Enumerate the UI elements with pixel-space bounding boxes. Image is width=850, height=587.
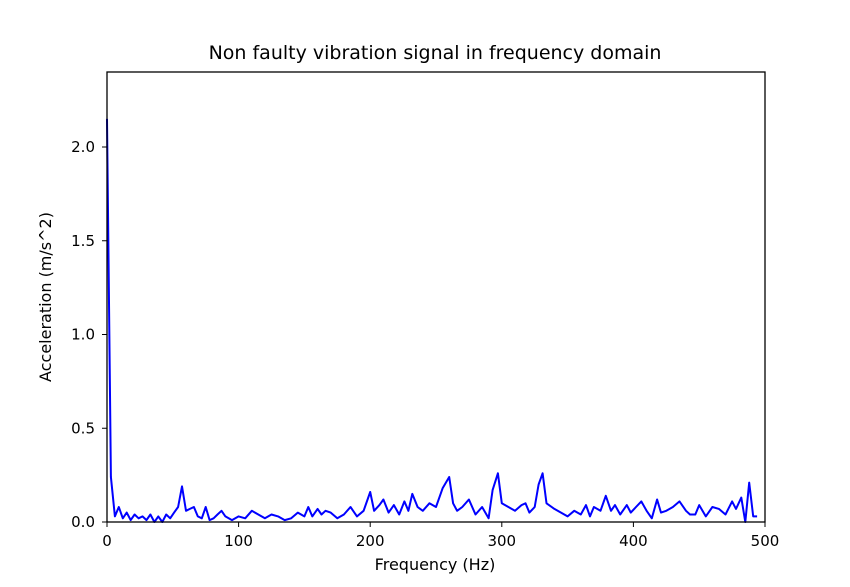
y-tick-label: 2.0 [71, 138, 95, 156]
x-tick-label: 400 [619, 532, 648, 550]
x-tick-label: 300 [487, 532, 516, 550]
x-axis-label: Frequency (Hz) [375, 555, 496, 574]
y-tick-label: 1.5 [71, 232, 95, 250]
x-tick-label: 0 [102, 532, 112, 550]
series-line-0 [106, 118, 758, 523]
plot-frame [106, 71, 766, 523]
chart-title: Non faulty vibration signal in frequency… [209, 42, 662, 64]
x-tick-label: 100 [224, 532, 253, 550]
plot-area [106, 118, 758, 523]
x-tick-label: 200 [356, 532, 385, 550]
y-tick-label: 0.5 [71, 419, 95, 437]
x-tick-label: 500 [751, 532, 780, 550]
y-tick-label: 0.0 [71, 513, 95, 531]
y-axis: 0.0 0.5 1.0 1.5 2.0 [71, 138, 107, 531]
y-tick-label: 1.0 [71, 326, 95, 344]
x-axis: 0 100 200 300 400 500 [102, 522, 779, 550]
y-axis-label: Acceleration (m/s^2) [36, 212, 55, 382]
